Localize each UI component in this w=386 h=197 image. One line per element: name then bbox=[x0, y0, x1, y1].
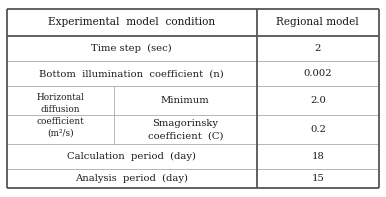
Text: 0.002: 0.002 bbox=[303, 69, 332, 78]
Text: 15: 15 bbox=[312, 174, 324, 183]
Text: Horizontal
diffusion
coefficient
(m²/s): Horizontal diffusion coefficient (m²/s) bbox=[36, 93, 85, 138]
Text: 2.0: 2.0 bbox=[310, 96, 326, 105]
Text: 0.2: 0.2 bbox=[310, 125, 326, 134]
Text: Minimum: Minimum bbox=[161, 96, 210, 105]
Text: Calculation  period  (day): Calculation period (day) bbox=[67, 152, 196, 161]
Text: Time step  (sec): Time step (sec) bbox=[91, 44, 172, 53]
Text: Analysis  period  (day): Analysis period (day) bbox=[75, 174, 188, 183]
Text: Experimental  model  condition: Experimental model condition bbox=[48, 17, 215, 27]
Text: 2: 2 bbox=[315, 44, 321, 53]
Text: Smagorinsky
coefficient  (C): Smagorinsky coefficient (C) bbox=[147, 119, 223, 140]
Text: Regional model: Regional model bbox=[276, 17, 359, 27]
Text: 18: 18 bbox=[312, 152, 324, 161]
Text: Bottom  illumination  coefficient  (n): Bottom illumination coefficient (n) bbox=[39, 69, 224, 78]
